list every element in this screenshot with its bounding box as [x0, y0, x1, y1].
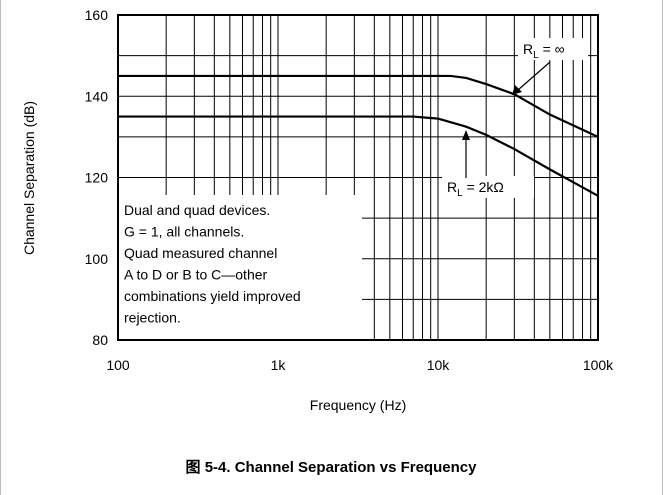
note: Dual and quad devices. G = 1, all channel… — [124, 202, 301, 326]
annotation-part: = ∞ — [539, 41, 565, 57]
annotation: RL = ∞ — [523, 41, 565, 61]
ticks: 100 1k 10k 100k 80 100 120 140 160 — [85, 7, 615, 373]
note-box — [118, 195, 362, 340]
arrow — [517, 61, 551, 91]
y-tick-label: 140 — [85, 88, 109, 104]
arrow-head — [512, 85, 522, 95]
series-line — [118, 115, 599, 197]
label-bg — [518, 38, 588, 60]
label-bg — [442, 176, 534, 198]
annotation-part: R — [447, 179, 457, 195]
y-tick-label: 160 — [85, 7, 109, 23]
x-tick-label: 100 — [106, 357, 130, 373]
plot-frame — [117, 14, 599, 341]
note-line: rejection. — [124, 310, 181, 326]
annotation-part: = 2kΩ — [463, 179, 504, 195]
annotation-part: L — [457, 188, 463, 199]
arrow-head — [462, 130, 470, 140]
y-tick-label: 80 — [92, 332, 108, 348]
note-line: A to D or B to C—other — [124, 267, 268, 283]
series-line — [118, 74, 599, 138]
annotation: RL = 2kΩ — [447, 179, 504, 199]
note-line: Dual and quad devices. — [124, 202, 270, 218]
x-axis-label: Frequency (Hz) — [310, 397, 406, 413]
y-axis-label: Channel Separation (dB) — [21, 101, 37, 255]
x-tick-label: 10k — [427, 357, 451, 373]
y-tick-label: 120 — [85, 170, 109, 186]
note-line: Quad measured channel — [124, 245, 277, 261]
caption: 图 5-4. Channel Separation vs Frequency — [186, 459, 478, 476]
annotation-part: R — [523, 41, 533, 57]
y-tick-label: 100 — [85, 251, 109, 267]
note-line: G = 1, all channels. — [124, 224, 244, 240]
curves — [118, 74, 599, 197]
x-tick-label: 1k — [271, 357, 287, 373]
annotation-part: L — [533, 50, 539, 61]
x-tick-label: 100k — [583, 357, 614, 373]
note-line: combinations yield improved — [124, 288, 301, 304]
